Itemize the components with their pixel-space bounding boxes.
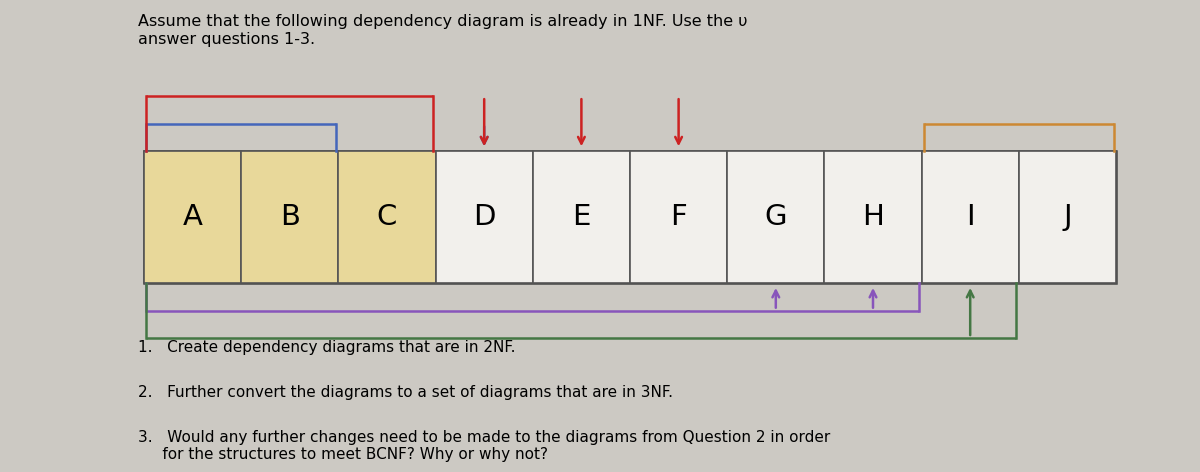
Text: 3.   Would any further changes need to be made to the diagrams from Question 2 i: 3. Would any further changes need to be …	[138, 430, 830, 462]
Text: F: F	[671, 203, 686, 231]
Bar	[727, 151, 824, 283]
Text: A: A	[182, 203, 203, 231]
Text: J: J	[1063, 203, 1072, 231]
Bar	[824, 151, 922, 283]
Text: E: E	[572, 203, 590, 231]
Bar	[338, 151, 436, 283]
Bar	[436, 151, 533, 283]
Text: 1.   Create dependency diagrams that are in 2NF.: 1. Create dependency diagrams that are i…	[138, 340, 516, 355]
Bar	[922, 151, 1019, 283]
Text: G: G	[764, 203, 787, 231]
Text: Assume that the following dependency diagram is already in 1NF. Use the υ
answer: Assume that the following dependency dia…	[138, 14, 748, 47]
Text: I: I	[966, 203, 974, 231]
Bar	[144, 151, 241, 283]
Bar	[533, 151, 630, 283]
Text: C: C	[377, 203, 397, 231]
Text: H: H	[862, 203, 884, 231]
Text: D: D	[473, 203, 496, 231]
Bar	[630, 151, 727, 283]
Bar	[241, 151, 338, 283]
Bar	[1019, 151, 1116, 283]
Text: 2.   Further convert the diagrams to a set of diagrams that are in 3NF.: 2. Further convert the diagrams to a set…	[138, 385, 673, 400]
Bar	[144, 151, 1116, 283]
Text: B: B	[280, 203, 300, 231]
